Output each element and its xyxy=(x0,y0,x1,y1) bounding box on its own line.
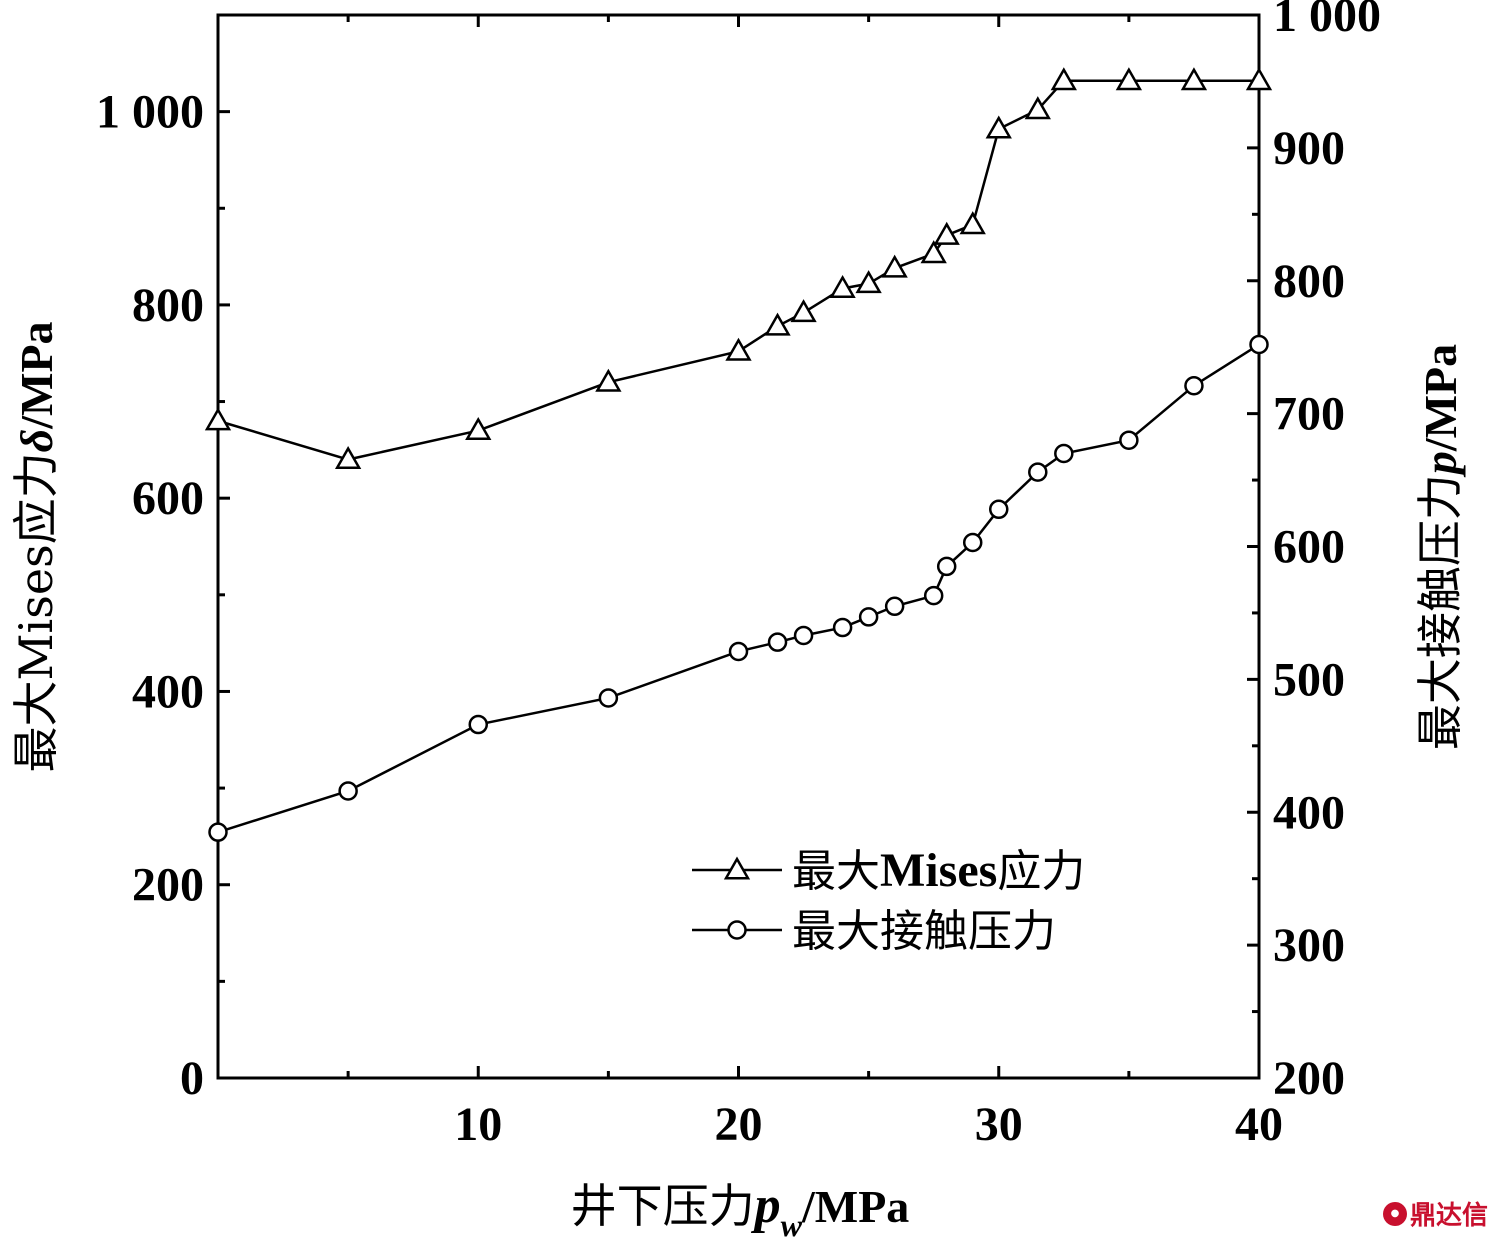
y-left-tick-label: 1 000 xyxy=(96,86,204,139)
y-left-tick-label: 400 xyxy=(132,665,204,718)
legend-label-contact: 最大接触压力 xyxy=(792,906,1056,957)
mises-stress-point xyxy=(595,368,622,392)
x-tick-label: 40 xyxy=(1235,1098,1283,1151)
contact-pressure-point xyxy=(832,617,853,638)
legend-triangle-marker xyxy=(723,856,751,880)
mises-stress-point xyxy=(465,417,492,441)
contact-pressure-point xyxy=(1119,430,1139,450)
contact-pressure-point xyxy=(793,625,814,646)
mises-stress-point xyxy=(1050,67,1077,91)
watermark: ● 鼎达信 xyxy=(1382,1195,1488,1232)
y-left-tick-label: 800 xyxy=(132,279,204,332)
contact-pressure-point xyxy=(338,781,358,801)
y-right-tick-label: 500 xyxy=(1273,653,1345,706)
y-right-tick-label: 1 000 xyxy=(1273,0,1381,42)
y-right-tick-label: 900 xyxy=(1273,122,1345,175)
mises-stress-point xyxy=(829,274,856,298)
y-right-tick-label: 800 xyxy=(1273,255,1345,308)
legend-label-mises: 最大Mises应力 xyxy=(792,844,1085,897)
y-right-tick-label: 600 xyxy=(1273,521,1345,574)
contact-pressure-point xyxy=(1054,443,1074,464)
legend-circle-marker xyxy=(727,920,747,940)
contact-pressure-point xyxy=(1249,334,1269,355)
y-right-tick-label: 400 xyxy=(1273,786,1345,839)
x-tick-label: 20 xyxy=(715,1098,763,1151)
contact-pressure-point xyxy=(1028,462,1048,482)
mises-stress-line xyxy=(217,79,1259,461)
y-left-tick-label: 0 xyxy=(180,1052,204,1105)
y-left-tick-label: 200 xyxy=(132,859,204,912)
x-axis-title: 井下压力pw/MPa xyxy=(571,1177,910,1240)
watermark-logo-icon: ● xyxy=(1382,1201,1407,1226)
mises-stress-point xyxy=(334,446,362,470)
contact-pressure-point xyxy=(598,688,619,708)
mises-stress-point xyxy=(881,254,908,278)
mises-stress-point xyxy=(855,270,882,294)
mises-stress-point xyxy=(764,312,791,336)
contact-pressure-point xyxy=(1184,375,1204,396)
mises-stress-point xyxy=(920,240,947,264)
y-right-axis-title: 最大接触压力p/MPa xyxy=(1413,344,1467,750)
contact-pressure-point xyxy=(728,641,749,662)
x-tick-label: 30 xyxy=(975,1098,1023,1151)
mises-stress-point xyxy=(985,115,1012,139)
contact-pressure-point xyxy=(468,714,488,735)
x-tick-label: 10 xyxy=(454,1098,502,1151)
y-right-tick-label: 700 xyxy=(1273,388,1345,441)
contact-pressure-line xyxy=(217,343,1260,834)
contact-pressure-point xyxy=(923,585,944,606)
contact-pressure-point xyxy=(208,822,228,842)
mises-stress-point xyxy=(1245,67,1273,91)
mises-stress-point xyxy=(959,211,986,235)
mises-stress-point xyxy=(790,299,817,323)
contact-pressure-point xyxy=(989,499,1009,520)
contact-pressure-point xyxy=(962,532,983,553)
mises-stress-point xyxy=(204,407,232,431)
contact-pressure-point xyxy=(858,607,879,627)
contact-pressure-point xyxy=(936,556,957,577)
mises-stress-point xyxy=(1180,67,1208,91)
contact-pressure-point xyxy=(884,596,905,617)
y-left-tick-label: 600 xyxy=(132,472,204,525)
mises-stress-point xyxy=(725,337,752,361)
contact-pressure-point xyxy=(767,632,788,652)
mises-stress-point xyxy=(1024,96,1051,120)
watermark-text: 鼎达信 xyxy=(1409,1201,1488,1231)
mises-stress-point xyxy=(933,221,960,245)
plot-frame xyxy=(216,13,1261,1080)
series xyxy=(204,67,1273,842)
y-left-axis-title: 最大Mises应力δ/MPa xyxy=(9,321,63,772)
y-right-tick-label: 200 xyxy=(1273,1052,1345,1105)
mises-stress-point xyxy=(1115,67,1143,91)
y-right-tick-label: 300 xyxy=(1273,919,1345,972)
